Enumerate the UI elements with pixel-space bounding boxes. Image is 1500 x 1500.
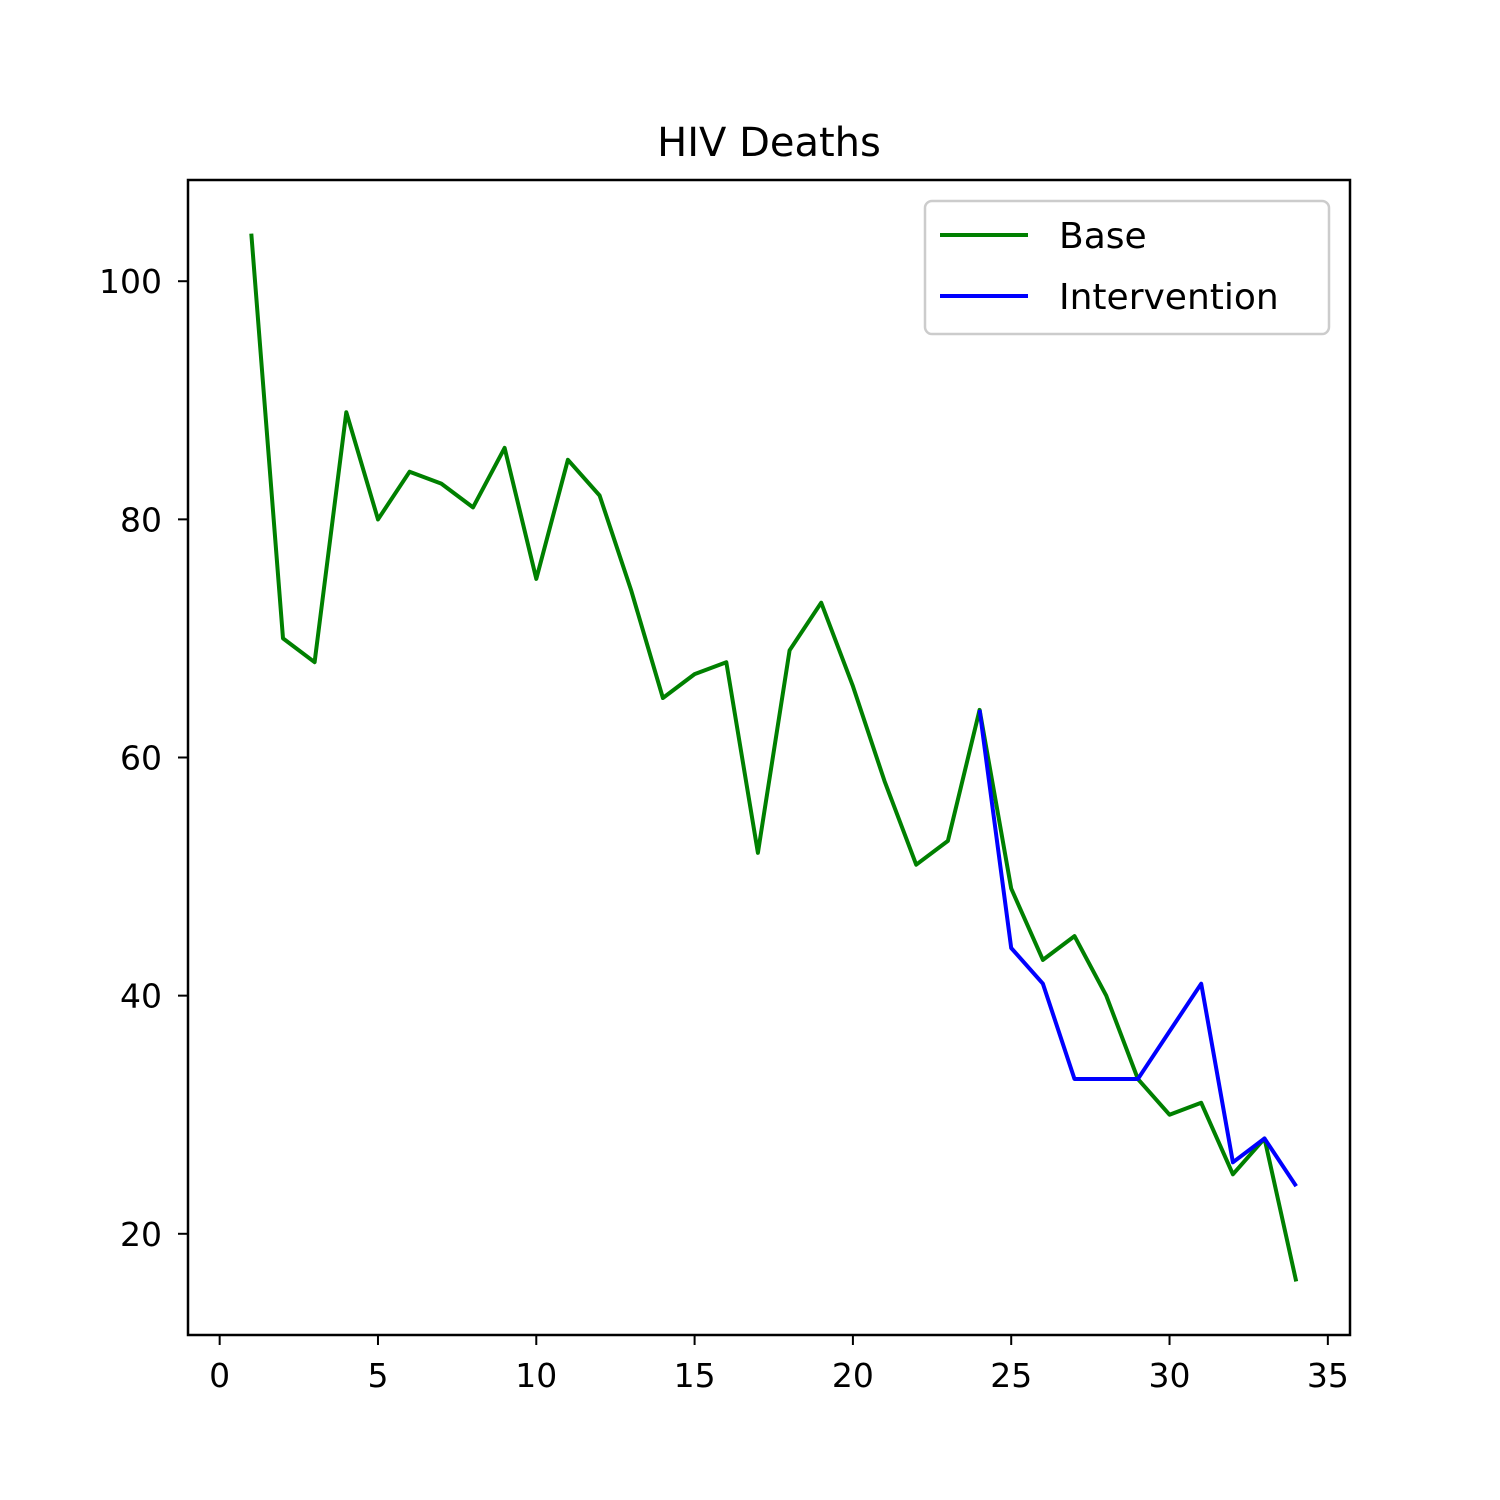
x-tick-label: 15 [674, 1356, 716, 1395]
x-axis-ticks: 0 5 10 15 20 25 30 35 [209, 1335, 1349, 1395]
x-tick-label: 20 [832, 1356, 874, 1395]
x-tick-label: 25 [990, 1356, 1032, 1395]
x-tick-label: 0 [209, 1356, 230, 1395]
y-tick-label: 40 [120, 977, 162, 1016]
plot-frame [186, 178, 1352, 1337]
legend-label-intervention: Intervention [1059, 277, 1279, 318]
legend-label-base: Base [1059, 216, 1147, 257]
x-tick-label: 30 [1149, 1356, 1191, 1395]
series-line-intervention [977, 709, 1298, 1188]
y-tick-label: 60 [120, 739, 162, 778]
chart-title: HIV Deaths [657, 120, 881, 166]
x-tick-label: 10 [515, 1356, 557, 1395]
y-tick-label: 100 [99, 262, 162, 301]
y-tick-label: 20 [120, 1215, 162, 1254]
series-layer [249, 233, 1299, 1282]
legend: Base Intervention [923, 199, 1331, 336]
series-line-base [249, 233, 1299, 1282]
x-tick-label: 5 [367, 1356, 388, 1395]
y-tick-label: 80 [120, 500, 162, 539]
x-tick-label: 35 [1307, 1356, 1349, 1395]
y-axis-ticks: 20 40 60 80 100 [99, 262, 188, 1254]
